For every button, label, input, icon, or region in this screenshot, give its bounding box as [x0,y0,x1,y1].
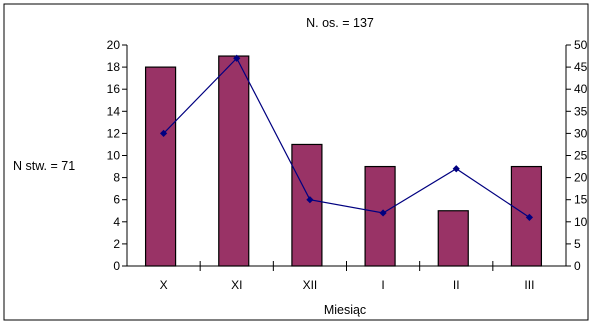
x-tick-label-XII: XII [303,278,318,292]
line-series-group [159,54,534,221]
y-right-tick-label-40: 40 [574,82,588,96]
bar-II [437,210,469,267]
bar-I [364,165,396,267]
y-right-tick-label-10: 10 [574,215,588,229]
y-right-tick-label-30: 30 [574,126,588,140]
axes-group: 0 2 4 6 8 10 12 14 16 18 20 0 5 10 15 20 25 30 35 40 45 50 X XI… [107,38,588,292]
line-marker-I [379,209,387,217]
x-axis-title: Miesiąc [324,303,366,317]
y-left-tick-label-6: 6 [113,193,120,207]
x-tick-label-XI: XI [231,278,242,292]
x-tick-label-I: I [381,278,384,292]
y-right-tick-label-15: 15 [574,193,588,207]
line-series [163,57,530,218]
y-left-tick-label-12: 12 [107,126,121,140]
line-marker-II [452,165,460,173]
bar-III [510,165,543,267]
y-right-tick-label-50: 50 [574,38,588,52]
y-left-tick-label-20: 20 [107,38,121,52]
y-left-tick-label-16: 16 [107,82,121,96]
y-right-tick-label-0: 0 [574,259,581,273]
y-left-tick-label-18: 18 [107,60,121,74]
bar-X [144,66,177,267]
y-right-tick-label-5: 5 [574,237,581,251]
bar-XII [291,143,323,267]
y-left-tick-label-14: 14 [107,104,121,118]
x-tick-label-II: II [453,278,460,292]
y-right-tick-label-25: 25 [574,149,588,163]
y-right-tick-label-45: 45 [574,60,588,74]
line-marker-XII [306,196,314,204]
y-left-tick-label-10: 10 [107,149,121,163]
annotation-top: N. os. = 137 [306,16,374,30]
line-marker-XI [233,54,241,62]
line-marker-III [525,213,534,221]
y-left-tick-label-0: 0 [113,259,120,273]
x-tick-label-X: X [160,278,168,292]
y-left-tick-label-2: 2 [113,237,120,251]
bar-XI [218,55,250,267]
y-right-tick-label-35: 35 [574,104,588,118]
y-right-tick-label-20: 20 [574,171,588,185]
bars-group [144,55,543,267]
y-left-tick-label-8: 8 [113,171,120,185]
line-marker-X [159,129,168,137]
y-left-tick-label-4: 4 [113,215,120,229]
annotation-left: N stw. = 71 [13,159,75,173]
x-tick-label-III: III [524,278,534,292]
